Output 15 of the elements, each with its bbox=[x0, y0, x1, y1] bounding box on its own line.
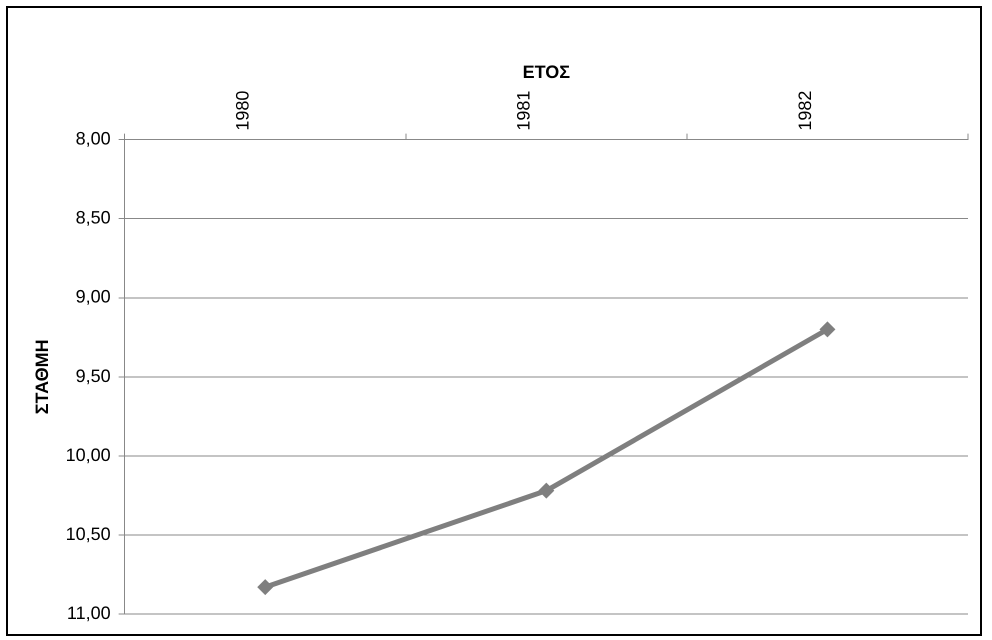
y-tick-label: 11,00 bbox=[66, 602, 111, 623]
y-tick-label: 8,00 bbox=[76, 128, 111, 149]
y-tick-label: 9,50 bbox=[76, 366, 111, 386]
y-axis-title: ΣΤΑΘΜΗ bbox=[32, 339, 52, 414]
point bbox=[538, 482, 554, 499]
y-tick-label: 9,00 bbox=[76, 286, 111, 307]
point bbox=[257, 579, 274, 596]
y-tick-label: 10,00 bbox=[66, 444, 111, 465]
x-axis-title: ΕΤΟΣ bbox=[522, 62, 570, 82]
y-tick-label: 8,50 bbox=[76, 208, 111, 228]
x-tick-label: 1980 bbox=[232, 90, 253, 131]
y-tick-label: 10,50 bbox=[66, 524, 111, 544]
x-tick-label: 1981 bbox=[514, 90, 534, 131]
point bbox=[819, 321, 836, 338]
x-tick-label: 1982 bbox=[794, 90, 815, 131]
